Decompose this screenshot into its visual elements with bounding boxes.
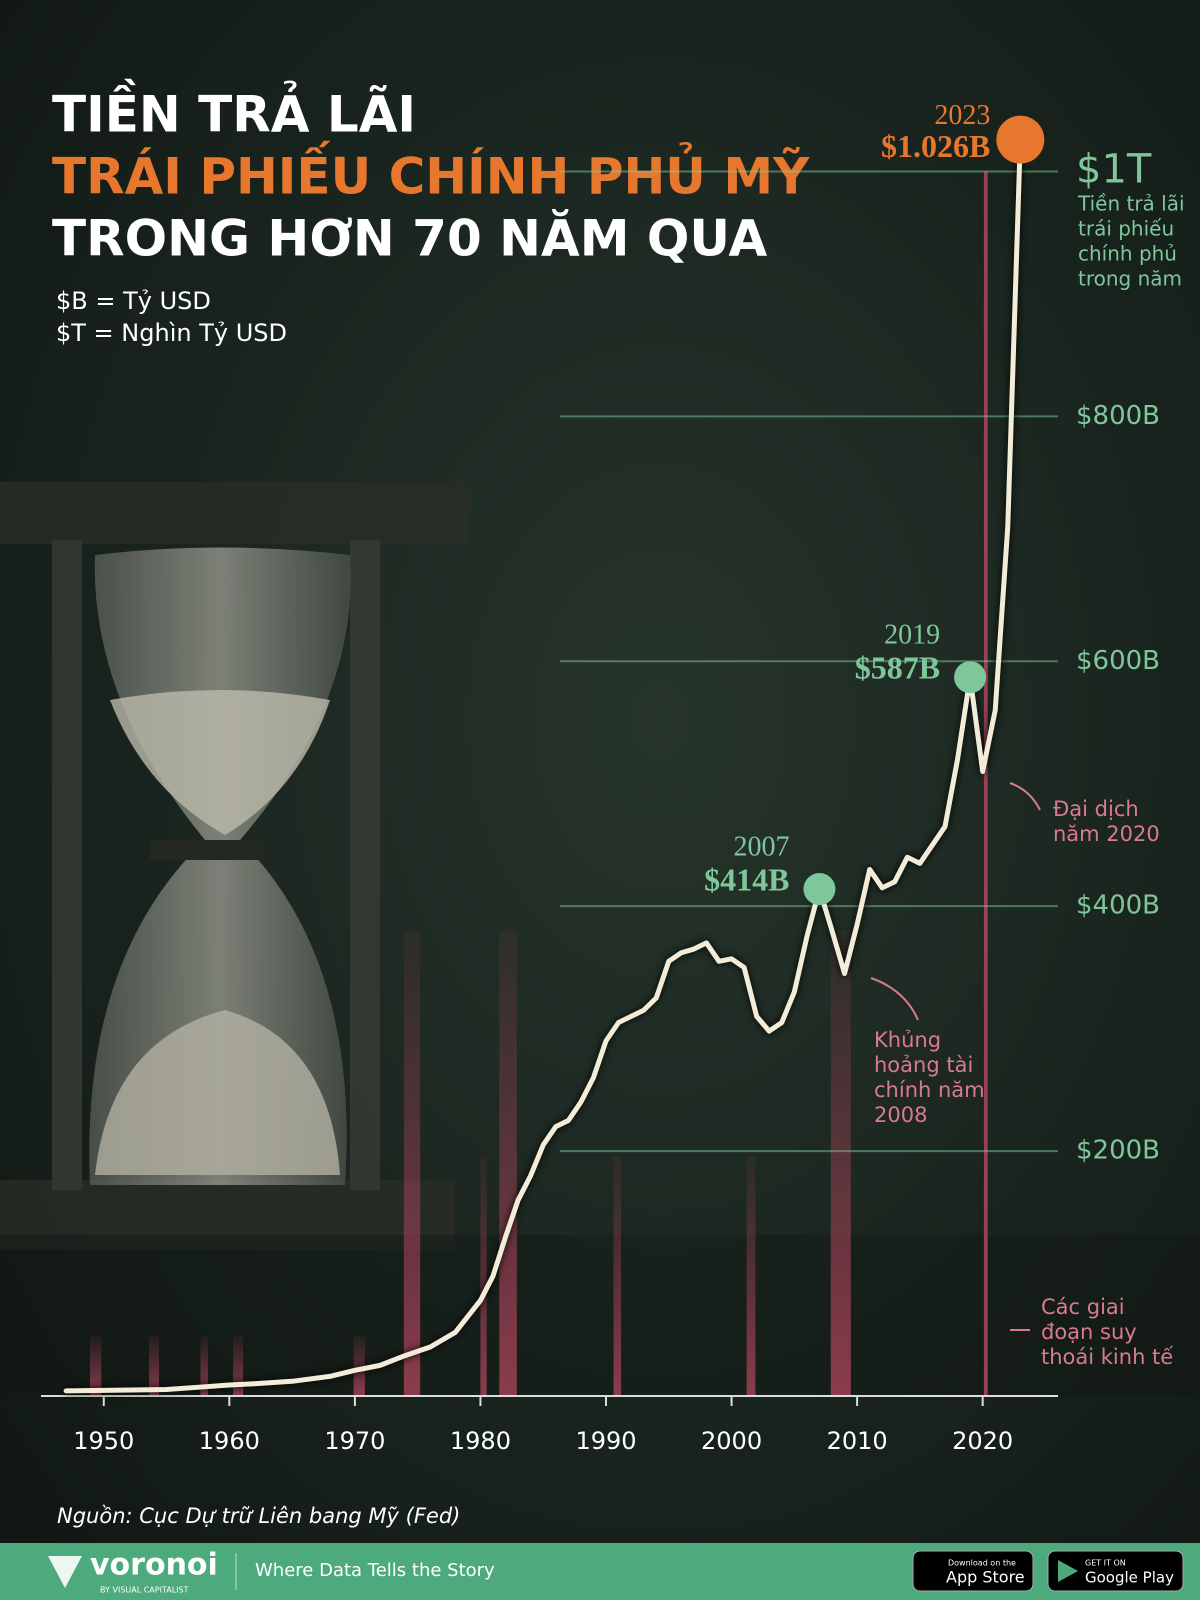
highlight-value: $587B <box>855 650 940 686</box>
title-line: TIỀN TRẢ LÃI <box>52 79 416 144</box>
app-store-badge[interactable] <box>912 1550 1034 1592</box>
annotation: 2008 <box>874 1103 927 1127</box>
recession-band <box>613 1156 622 1396</box>
x-tick-label: 1980 <box>450 1427 511 1455</box>
annotation: Tiền trả lãi <box>1077 192 1185 216</box>
data-line <box>63 137 1023 1394</box>
tagline: Where Data Tells the Story <box>255 1560 495 1581</box>
annotation: chính phủ <box>1078 242 1177 266</box>
annotation: đoạn suy <box>1041 1320 1137 1344</box>
recession-band <box>480 1156 487 1396</box>
annotation: Đại dịch <box>1053 797 1139 821</box>
annotation: Khủng <box>874 1028 941 1052</box>
badge-text: Google Play <box>1085 1569 1174 1587</box>
highlight-year: 2007 <box>733 831 789 862</box>
title-line: TRÁI PHIẾU CHÍNH PHỦ MỸ <box>52 141 810 206</box>
arrow <box>1009 782 1041 811</box>
brand-sub: BY VISUAL CAPITALIST <box>100 1586 189 1595</box>
recession-band <box>89 1336 102 1396</box>
plot: $200B $400B $600B $800B $1T 1950 1960 1970 1980 1… <box>41 100 1160 1455</box>
highlight-year: 2019 <box>884 620 940 651</box>
recession-band <box>233 1336 244 1396</box>
recession-band <box>983 171 988 1396</box>
y-tick-label: $1T <box>1076 146 1152 192</box>
x-tick-label: 2010 <box>827 1427 888 1455</box>
highlight-dot <box>954 661 987 694</box>
recession-band <box>353 1336 365 1396</box>
recession-band <box>499 930 517 1396</box>
recession-band <box>148 1336 160 1396</box>
logo <box>48 1556 82 1588</box>
y-tick-label: $400B <box>1076 891 1160 921</box>
recession-band <box>200 1336 208 1396</box>
x-tick-label: 1960 <box>199 1427 260 1455</box>
y-tick-label: $200B <box>1076 1136 1160 1166</box>
footer: voronoi BY VISUAL CAPITALIST Where Data … <box>0 1543 1200 1600</box>
highlight-value: $414B <box>704 861 789 897</box>
x-tick-label: 1950 <box>73 1427 134 1455</box>
play-badge[interactable] <box>1047 1550 1184 1592</box>
recession-band <box>746 1156 756 1396</box>
highlight-dot <box>803 873 836 906</box>
y-tick-label: $600B <box>1076 646 1160 676</box>
x-tick-label: 2000 <box>701 1427 762 1455</box>
arrow <box>870 977 919 1021</box>
annotation: năm 2020 <box>1053 822 1160 846</box>
y-tick-label: $800B <box>1076 401 1160 431</box>
subtitle: $B = Tỷ USD <box>56 287 211 315</box>
recession-band <box>830 930 851 1396</box>
x-tick-label: 1970 <box>324 1427 385 1455</box>
annotation: Các giai <box>1041 1295 1125 1319</box>
title: TIỀN TRẢ LÃI TRÁI PHIẾU CHÍNH PHỦ MỸ TRO… <box>52 79 810 268</box>
badge-text: App Store <box>946 1568 1025 1587</box>
subtitle: $T = Nghìn Tỷ USD <box>56 319 287 347</box>
annotation: trong năm <box>1078 267 1182 291</box>
title-line: TRONG HƠN 70 NĂM QUA <box>52 209 767 268</box>
annotation: thoái kinh tế <box>1041 1345 1173 1369</box>
source: Nguồn: Cục Dự trữ Liên bang Mỹ (Fed) <box>57 1504 460 1528</box>
x-tick-label: 2020 <box>952 1427 1013 1455</box>
hourglass <box>0 482 1200 1395</box>
annotation: trái phiếu <box>1078 217 1174 241</box>
annotation: chính năm <box>874 1078 985 1102</box>
badge-small: GET IT ON <box>1085 1559 1126 1568</box>
x-tick-label: 1990 <box>575 1427 636 1455</box>
annotation: hoảng tài <box>874 1053 973 1077</box>
annotations <box>870 782 1041 1331</box>
highlight-dot <box>996 115 1045 164</box>
brand: voronoi <box>90 1548 218 1583</box>
highlight-value: $1.026B <box>881 128 990 164</box>
play-icon <box>1058 1560 1078 1582</box>
highlight-year: 2023 <box>934 100 990 131</box>
recession-band <box>403 930 421 1396</box>
badge-small: Download on the <box>948 1559 1016 1568</box>
